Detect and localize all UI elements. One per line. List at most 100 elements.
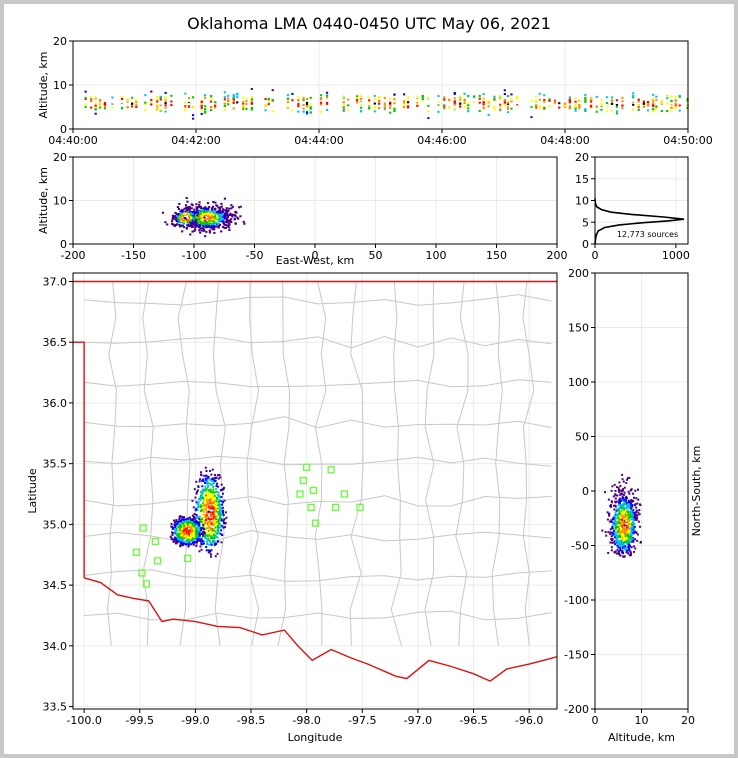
ns-source-mark	[606, 511, 609, 514]
ns-source-mark	[626, 513, 629, 516]
ns-source-mark	[630, 513, 633, 516]
th-source-mark	[652, 102, 655, 105]
th-source-mark	[482, 98, 485, 101]
th-source-mark	[402, 103, 406, 106]
ns-source-mark	[609, 533, 612, 536]
ew-source-mark	[206, 208, 210, 211]
ns-source-mark	[625, 526, 628, 529]
map-source-mark	[223, 499, 226, 502]
ew-source-mark	[213, 208, 216, 211]
map-source-mark	[210, 478, 213, 481]
map-source-mark	[182, 542, 185, 545]
ew-source-mark	[212, 222, 215, 225]
station-marker	[340, 490, 349, 498]
ns-source-mark	[627, 519, 630, 522]
map-source-mark	[219, 526, 222, 529]
ns-source-mark	[627, 511, 630, 514]
ns-source-mark	[630, 498, 633, 501]
th-source-mark	[159, 101, 162, 104]
map-source-mark	[219, 532, 222, 535]
map-source-mark	[186, 520, 189, 523]
th-source-mark	[487, 99, 490, 102]
ns-source-mark	[624, 509, 627, 512]
map-source-mark	[174, 526, 177, 529]
th-source-mark	[170, 100, 173, 103]
map-source-mark	[183, 524, 186, 527]
map-source-mark	[191, 536, 194, 539]
map-source-mark	[206, 522, 209, 525]
ns-source-mark	[611, 485, 614, 488]
map-source-mark	[215, 532, 218, 535]
ew-source-mark	[184, 204, 188, 207]
th-source-mark	[264, 98, 267, 101]
ns-source-mark	[630, 511, 633, 514]
th-source-mark	[223, 108, 226, 111]
map-source-mark	[201, 488, 204, 491]
th-source-mark	[144, 94, 147, 97]
th-source-mark	[666, 95, 669, 98]
ew-source-mark	[178, 221, 181, 224]
ew-source-mark	[199, 227, 202, 230]
ns-source-mark	[631, 516, 634, 519]
th-source-mark	[164, 106, 167, 109]
map-source-mark	[219, 510, 222, 513]
ns-source-mark	[610, 520, 613, 523]
map-source-mark	[220, 508, 223, 511]
ew-source-mark	[224, 213, 227, 216]
th-source-mark	[467, 105, 470, 108]
th-source-mark	[159, 108, 162, 111]
ew-x-5-label: 50	[369, 249, 383, 262]
th-source-mark	[660, 101, 663, 104]
ns-source-mark	[626, 478, 629, 481]
map-source-mark	[205, 529, 208, 532]
ew-source-mark	[194, 211, 197, 214]
ns-source-mark	[626, 477, 629, 480]
map-source-mark	[205, 513, 208, 516]
map-source-mark	[209, 509, 212, 512]
ns-source-mark	[614, 504, 617, 507]
th-source-mark	[503, 89, 506, 92]
ew-source-mark	[218, 218, 221, 221]
map-source-mark	[211, 536, 214, 539]
ew-source-mark	[233, 214, 236, 217]
map-source-mark	[212, 485, 215, 488]
map-source-mark	[210, 483, 213, 486]
map-source-mark	[203, 474, 206, 477]
ns-source-mark	[628, 535, 631, 538]
map-source-mark	[212, 491, 215, 494]
map-source-mark	[177, 520, 180, 523]
map-source-mark	[203, 497, 206, 500]
ns-source-mark	[624, 528, 627, 531]
th-source-mark	[223, 98, 226, 101]
map-source-mark	[215, 487, 218, 490]
ns-source-mark	[633, 523, 636, 526]
ew-source-mark	[225, 207, 228, 210]
th-source-mark	[227, 94, 230, 97]
map-source-mark	[210, 549, 213, 552]
th-source-mark	[584, 93, 587, 96]
ew-source-mark	[171, 218, 174, 221]
th-source-mark	[209, 95, 213, 98]
th-source-mark	[309, 96, 312, 99]
map-source-mark	[199, 521, 202, 524]
th-source-mark	[600, 103, 603, 106]
th-source-mark	[510, 107, 513, 110]
th-source-mark	[652, 99, 655, 102]
map-source-mark	[203, 480, 206, 483]
ew-source-mark	[231, 213, 234, 216]
ew-source-mark	[228, 207, 231, 210]
th-source-mark	[84, 98, 87, 101]
map-source-mark	[179, 539, 182, 542]
map-source-mark	[205, 478, 208, 481]
ns-source-mark	[630, 515, 633, 518]
map-source-mark	[209, 498, 212, 501]
ns-source-mark	[633, 550, 636, 553]
th-source-mark	[406, 98, 410, 101]
map-source-mark	[182, 533, 185, 536]
map-source-mark	[184, 527, 187, 530]
map-source-mark	[188, 516, 191, 519]
ns-source-mark	[613, 508, 616, 511]
ns-source-mark	[627, 541, 630, 544]
ns-source-mark	[635, 515, 638, 518]
ns-source-mark	[606, 518, 609, 521]
